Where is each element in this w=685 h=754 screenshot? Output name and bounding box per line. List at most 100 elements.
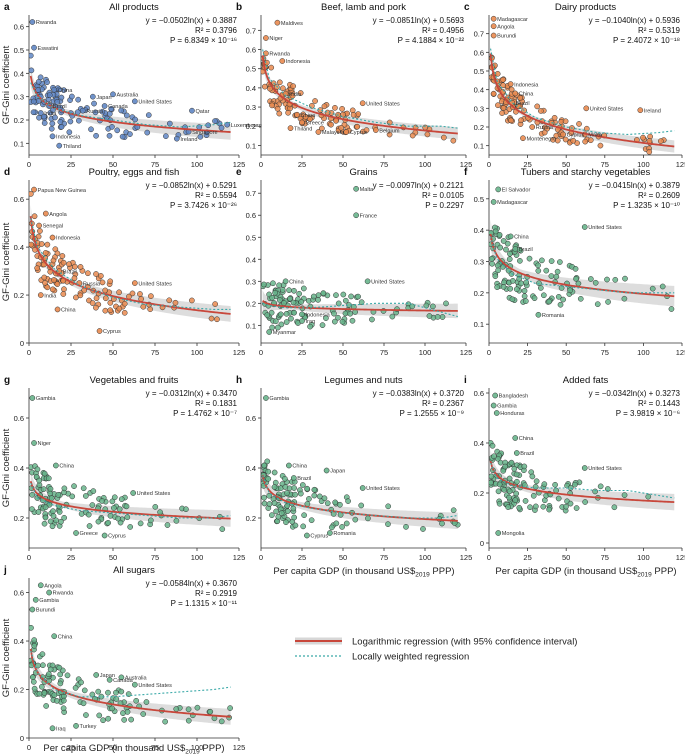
point-label-i: Honduras — [500, 411, 524, 417]
scatter-point-j — [218, 718, 225, 725]
scatter-point-g — [82, 493, 89, 499]
labeled-point-a — [89, 93, 96, 100]
scatter-point-h — [283, 519, 289, 526]
labeled-point-h — [263, 395, 269, 401]
x-tick-label-j: 75 — [151, 743, 159, 752]
scatter-point-a — [92, 109, 99, 116]
x-tick-label-f: 75 — [601, 348, 609, 357]
scatter-point-h — [403, 524, 409, 530]
scatter-point-c — [646, 149, 653, 155]
y-tick-label-a: 0.3 — [14, 93, 24, 102]
scatter-point-e — [268, 309, 275, 316]
x-tick-label-b: 50 — [339, 160, 347, 169]
scatter-point-f — [548, 258, 555, 264]
scatter-point-b — [355, 111, 362, 117]
scatter-point-e — [287, 295, 293, 302]
scatter-point-f — [543, 267, 550, 274]
scatter-point-g — [47, 518, 54, 525]
x-tick-label-g: 25 — [67, 553, 75, 562]
point-label-a: Eswatini — [38, 46, 59, 52]
scatter-point-i — [532, 483, 539, 490]
y-tick-label-e: 0.4 — [246, 255, 256, 264]
scatter-point-i — [521, 463, 528, 470]
scatter-point-e — [291, 287, 297, 294]
point-label-d: Cyprus — [103, 329, 121, 335]
scatter-point-b — [268, 64, 275, 71]
scatter-point-f — [605, 299, 611, 305]
scatter-point-f — [518, 280, 525, 287]
scatter-point-g — [173, 517, 180, 524]
point-label-e: Myanmar — [273, 330, 296, 336]
panel-title-d: Poultry, eggs and fish — [89, 167, 180, 178]
scatter-point-b — [318, 125, 325, 132]
labeled-point-c — [637, 107, 644, 114]
scatter-point-e — [269, 324, 276, 331]
scatter-point-h — [311, 492, 318, 499]
labeled-point-g — [31, 440, 37, 446]
scatter-point-a — [52, 114, 58, 121]
scatter-point-e — [283, 310, 290, 317]
panel-f: 0.1 0.2 0.3 0.4 0.5 0 25 50 75 100 125 El Salvador M… — [464, 167, 685, 357]
scatter-point-b — [332, 104, 338, 111]
panel-title-h: Legumes and nuts — [324, 375, 402, 386]
point-label-b: Maldives — [281, 21, 303, 27]
plot-area-e — [261, 185, 458, 335]
x-tick-label-h: 50 — [339, 553, 347, 562]
point-label-c: Brazil — [516, 101, 530, 107]
x-tick-label-c: 50 — [562, 160, 570, 169]
labeled-point-c — [583, 105, 590, 112]
r-squared-b: R² = 0.4956 — [422, 26, 465, 35]
equation-c: y = −0.1040ln(x) + 0.5936 — [589, 16, 681, 25]
point-label-i: Brazil — [520, 451, 534, 457]
legend: Logarithmic regression (with 95% confide… — [295, 637, 577, 663]
panel-letter-a: a — [4, 2, 10, 13]
scatter-point-h — [352, 516, 359, 523]
scatter-point-a — [99, 108, 106, 115]
point-label-e: Indonesia — [306, 313, 331, 319]
labeled-point-a — [56, 142, 63, 149]
p-value-b: P = 4.1884 × 10⁻²² — [398, 36, 465, 45]
labeled-point-g — [101, 532, 108, 539]
scatter-point-b — [386, 131, 393, 138]
y-tick-label-c: 0.1 — [474, 142, 484, 151]
scatter-point-c — [562, 136, 569, 143]
scatter-point-c — [517, 95, 524, 101]
y-tick-label-a: 0.1 — [14, 139, 24, 148]
y-tick-label-f: 0.1 — [474, 320, 484, 329]
scatter-point-e — [439, 314, 446, 320]
scatter-point-b — [338, 124, 344, 131]
scatter-point-d — [102, 307, 109, 314]
scatter-point-i — [571, 481, 578, 488]
y-axis-label-row3: GF-Gini coefficient — [1, 428, 12, 507]
scatter-point-j — [185, 706, 192, 713]
scatter-point-j — [43, 703, 50, 709]
labeled-point-c — [520, 135, 526, 142]
y-axis-label-row2: GF-Gini coefficient — [1, 222, 12, 301]
scatter-point-h — [301, 512, 307, 519]
labeled-point-g — [73, 530, 79, 536]
scatter-point-f — [604, 276, 610, 283]
scatter-point-g — [55, 491, 62, 498]
scatter-point-e — [369, 316, 375, 323]
scatter-point-g — [49, 523, 56, 530]
scatter-point-d — [59, 253, 66, 259]
scatter-point-f — [509, 296, 516, 303]
scatter-point-d — [60, 291, 67, 297]
scatter-point-g — [35, 509, 42, 515]
scatter-point-f — [536, 280, 542, 287]
labeled-point-a — [79, 107, 86, 114]
scatter-point-j — [194, 704, 201, 711]
labeled-point-f — [490, 199, 497, 205]
labeled-point-d — [49, 234, 56, 241]
scatter-point-d — [107, 278, 114, 285]
scatter-point-j — [227, 705, 233, 711]
scatter-point-f — [494, 262, 501, 269]
scatter-point-e — [288, 315, 294, 322]
scatter-point-a — [57, 119, 64, 125]
confidence-band-h — [262, 463, 458, 530]
point-label-d: Papua New Guinea — [38, 188, 87, 194]
scatter-point-g — [42, 504, 49, 511]
scatter-point-g — [56, 509, 63, 515]
scatter-point-a — [197, 133, 204, 140]
panel-letter-e: e — [236, 167, 242, 178]
